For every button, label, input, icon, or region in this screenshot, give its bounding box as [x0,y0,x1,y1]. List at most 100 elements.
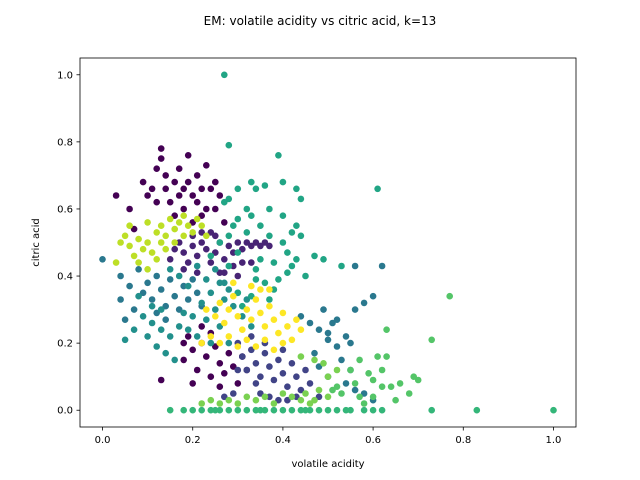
cluster-0-point [212,205,219,213]
cluster-3-point [342,380,350,387]
cluster-6-point [216,406,224,414]
y-tick-label: 0.2 [57,339,73,350]
cluster-1-point [239,259,246,266]
cluster-6-point [428,406,436,414]
cluster-5-point [320,255,327,263]
cluster-10-point [248,282,255,290]
cluster-5-point [297,195,305,203]
cluster-4-point [148,319,156,327]
cluster-9-point [126,242,133,250]
cluster-0-point [162,185,169,193]
cluster-1-point [189,242,196,250]
cluster-0-point [139,178,147,186]
y-tick-label: 1.0 [57,70,73,81]
cluster-8-point [297,396,305,404]
cluster-6-point [261,406,269,414]
cluster-6-point [180,406,187,414]
x-tick-label: 0.4 [275,435,291,446]
cluster-4-point [184,326,192,334]
cluster-7-point [378,366,386,374]
y-tick-label: 0.0 [57,406,73,417]
cluster-9-point [135,259,142,266]
cluster-5-point [374,185,381,193]
cluster-10-point [275,329,282,337]
cluster-5-point [234,215,242,223]
cluster-2-point [275,356,282,364]
cluster-1-point [203,245,210,253]
cluster-4-point [157,326,165,334]
cluster-2-point [284,383,291,391]
cluster-6-point [360,406,368,414]
cluster-7-point [338,390,345,397]
cluster-10-point [216,299,224,307]
cluster-0-point [157,155,165,162]
cluster-0-point [175,192,183,199]
cluster-4-point [189,313,196,320]
cluster-5-point [288,262,296,270]
cluster-3-point [320,306,327,313]
cluster-7-point [360,400,368,407]
cluster-7-point [396,380,404,387]
cluster-5-point [248,178,255,186]
cluster-10-point [230,279,237,287]
cluster-8-point [216,400,224,407]
cluster-5-point [297,232,305,240]
cluster-7-point [387,383,395,391]
cluster-9-point [157,222,165,229]
cluster-0-point [153,165,160,172]
cluster-8-point [243,393,251,401]
cluster-2-point [239,353,246,360]
cluster-4-point [157,306,165,313]
cluster-1-point [225,242,233,250]
cluster-5-point [207,252,215,260]
cluster-9-point [175,219,183,226]
cluster-0-point [189,346,196,354]
cluster-0-point [166,198,174,206]
cluster-2-point [248,346,255,354]
cluster-8-point [261,393,269,401]
cluster-9-point [166,215,174,223]
cluster-8-point [270,400,278,407]
cluster-0-point [184,152,192,159]
cluster-4-point [212,266,219,273]
cluster-0-point [216,192,224,199]
cluster-8-point [225,396,233,404]
cluster-1-point [207,229,215,236]
cluster-9-point [184,222,192,229]
cluster-0-point [207,373,215,381]
cluster-2-point [293,373,300,381]
cluster-7-point [369,376,377,384]
cluster-2-point [230,390,237,397]
cluster-3-point [157,286,165,293]
cluster-9-point [171,225,178,233]
cluster-4-point [180,309,187,317]
cluster-3-point [351,386,359,394]
cluster-8-point [279,390,287,397]
cluster-10-point [261,336,269,344]
cluster-4-point [166,333,174,340]
cluster-4-point [121,336,129,344]
cluster-1-point [193,252,201,260]
cluster-10-point [243,306,251,313]
cluster-4-point [130,326,138,334]
cluster-5-point [234,289,242,297]
cluster-2-point [257,373,264,381]
cluster-2-point [234,366,242,374]
cluster-9-point [203,232,210,240]
cluster-10-point [257,309,264,317]
ticks-layer: 0.0 0.2 0.4 0.6 0.8 1.0 0.0 0.2 0.4 0.6 0.8 1.0 [57,70,561,446]
cluster-3-point [189,276,196,283]
y-axis-label: citric acid [31,218,42,267]
cluster-8-point [198,400,205,407]
cluster-1-point [234,239,242,246]
cluster-3-point [121,316,129,324]
cluster-8-point [320,360,327,367]
cluster-10-point [207,333,215,340]
cluster-1-point [180,266,187,273]
cluster-0-point [189,192,196,199]
cluster-1-point [207,259,215,266]
cluster-0-point [225,349,233,357]
cluster-9-point [162,232,169,240]
cluster-2-point [279,370,287,377]
